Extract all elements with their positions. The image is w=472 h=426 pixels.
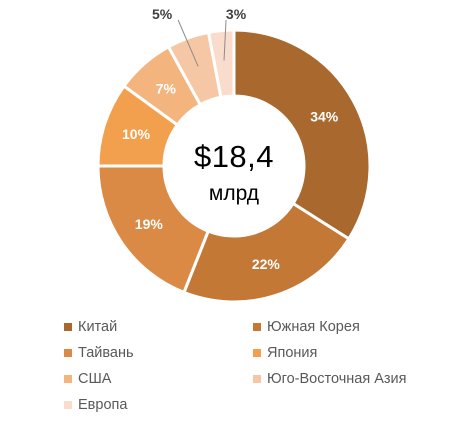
data-label-5: 7% xyxy=(156,81,177,97)
data-label-2: 22% xyxy=(252,256,281,272)
data-label-6: 5% xyxy=(152,6,173,22)
leader-line-6 xyxy=(177,19,199,67)
data-label-7: 3% xyxy=(226,6,247,22)
slices-group xyxy=(96,28,372,304)
data-label-1: 34% xyxy=(310,108,339,124)
slice-2 xyxy=(181,201,351,304)
center-total-value: $18,4 xyxy=(193,139,275,174)
slice-1 xyxy=(232,28,372,241)
data-labels-group: 34% 22% 19% 10% 7% 5% 3% xyxy=(122,6,339,272)
slice-3 xyxy=(96,164,211,295)
leader-lines-group xyxy=(177,19,227,67)
data-label-3: 19% xyxy=(135,216,164,232)
slice-7 xyxy=(206,28,236,99)
leader-line-7 xyxy=(223,19,227,61)
center-total-unit: млрд xyxy=(208,182,260,205)
data-label-4: 10% xyxy=(122,126,151,142)
